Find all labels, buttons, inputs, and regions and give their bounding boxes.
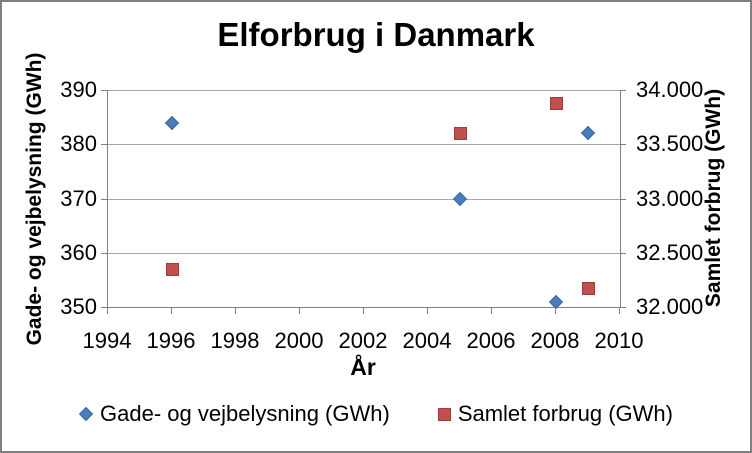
gridline: [108, 90, 620, 91]
secondary-y-axis-tick: [620, 306, 626, 308]
data-point-square: [166, 263, 179, 276]
legend-square-icon: [437, 407, 451, 421]
x-axis-tick: [106, 308, 108, 314]
y-axis-tick-label: 380: [60, 131, 97, 156]
secondary-y-axis-tick: [620, 143, 626, 145]
data-point-diamond: [164, 115, 180, 131]
y-axis-tick: [101, 306, 107, 308]
x-axis-tick-label: 1996: [146, 328, 196, 353]
legend-entry-gade-og-vejbelysning: Gade- og vejbelysning (GWh): [78, 401, 390, 427]
data-point-diamond: [548, 294, 564, 310]
x-axis-tick-label: 2000: [274, 328, 324, 353]
x-axis-tick: [618, 308, 620, 314]
x-axis-tick-label: 1994: [82, 328, 132, 353]
gridline: [108, 144, 620, 145]
y-axis-tick: [101, 143, 107, 145]
x-axis-tick-label: 2002: [338, 328, 388, 353]
y-axis-tick: [101, 252, 107, 254]
chart-title: Elforbrug i Danmark: [217, 16, 535, 53]
data-point-square: [582, 282, 595, 295]
data-point-diamond: [452, 191, 468, 207]
plot-area: [107, 90, 621, 310]
secondary-y-axis-tick-label: 32.000: [636, 294, 704, 319]
legend-entry-samlet-forbrug: Samlet forbrug (GWh): [437, 401, 673, 427]
y-axis-tick-label: 350: [60, 294, 97, 319]
x-axis-title: År: [350, 354, 376, 380]
secondary-y-axis-tick: [620, 252, 626, 254]
secondary-y-axis-tick: [620, 198, 626, 200]
gridline: [108, 253, 620, 254]
legend-diamond-icon: [78, 406, 94, 422]
data-point-square: [550, 97, 563, 110]
secondary-y-axis-tick-label: 33.500: [636, 131, 704, 156]
x-axis-tick-label: 2008: [530, 328, 580, 353]
legend: Gade- og vejbelysning (GWh) Samlet forbr…: [2, 398, 750, 430]
y-axis-tick: [101, 198, 107, 200]
secondary-y-axis-tick-label: 33.000: [636, 186, 704, 211]
x-axis-tick: [426, 308, 428, 314]
data-point-diamond: [580, 125, 596, 141]
y-axis-tick-label: 370: [60, 186, 97, 211]
x-axis-tick: [490, 308, 492, 314]
x-axis-tick-label: 2004: [402, 328, 452, 353]
secondary-y-axis-tick-label: 34.000: [636, 77, 704, 102]
data-point-square: [454, 127, 467, 140]
x-axis-tick: [234, 308, 236, 314]
x-axis-tick-label: 1998: [210, 328, 260, 353]
y-axis-tick: [101, 89, 107, 91]
y-axis-tick-label: 390: [60, 77, 97, 102]
x-axis-tick-label: 2010: [594, 328, 644, 353]
secondary-y-axis-tick-label: 32.500: [636, 240, 704, 265]
x-axis-tick: [554, 308, 556, 314]
x-axis-tick-label: 2006: [466, 328, 516, 353]
secondary-y-axis-tick: [620, 89, 626, 91]
x-axis-tick: [362, 308, 364, 314]
y-axis-tick-label: 360: [60, 240, 97, 265]
legend-label: Samlet forbrug (GWh): [457, 401, 673, 426]
right-y-axis-title: Samlet forbrug (GWh): [702, 88, 725, 308]
x-axis-tick: [298, 308, 300, 314]
x-axis-tick: [170, 308, 172, 314]
gridline: [108, 199, 620, 200]
legend-label: Gade- og vejbelysning (GWh): [100, 401, 390, 426]
